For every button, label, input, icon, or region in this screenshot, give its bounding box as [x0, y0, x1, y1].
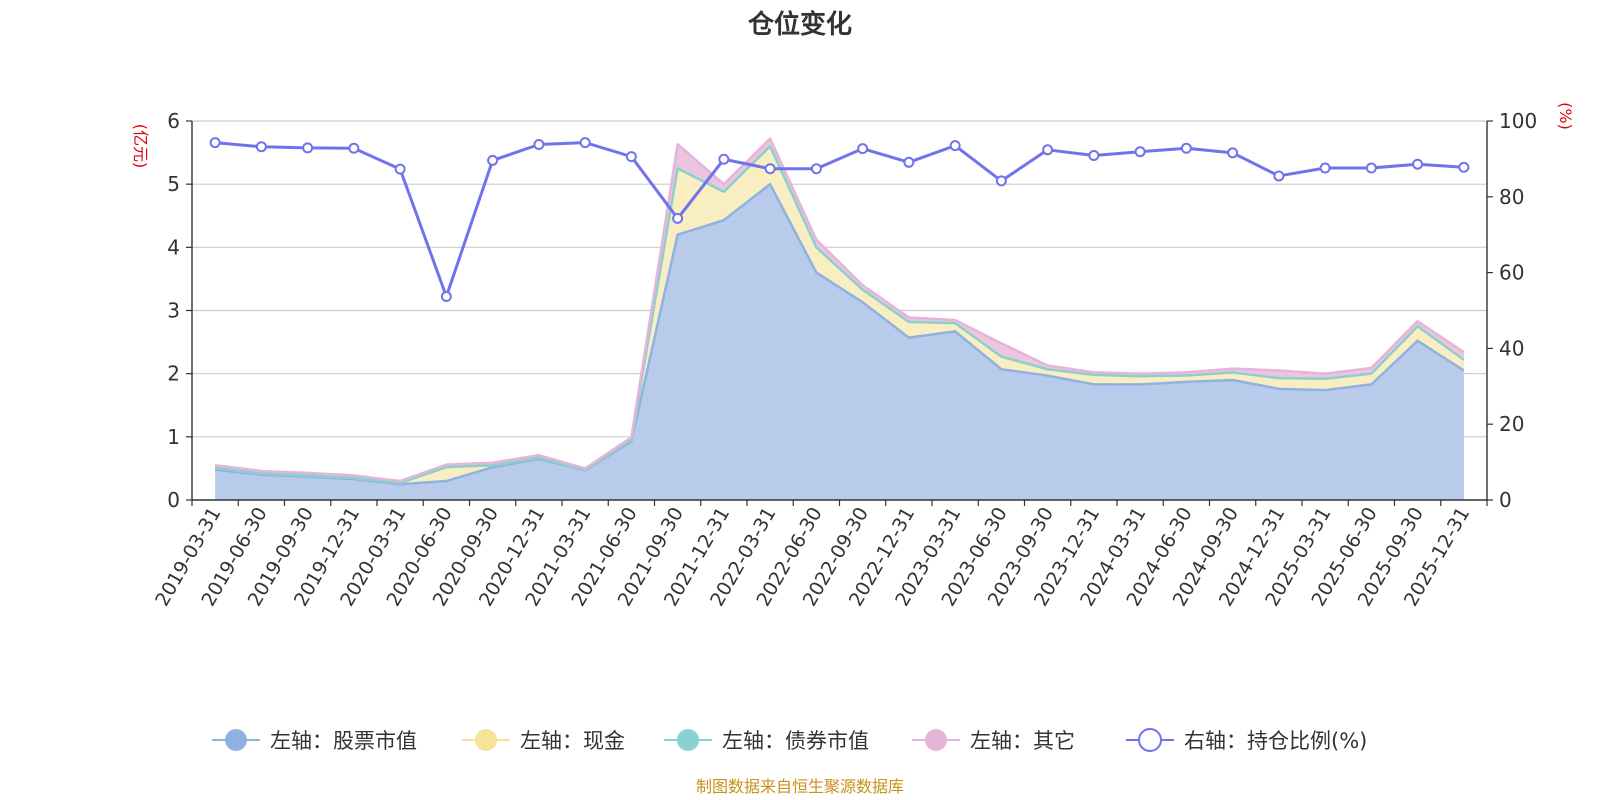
legend-label: 右轴：持仓比例(%) [1184, 729, 1367, 753]
holding-ratio-series [209, 137, 1470, 302]
legend-item[interactable]: 左轴：股票市值 [212, 729, 417, 753]
left-tick-label: 5 [167, 172, 180, 196]
legend-marker [1138, 728, 1162, 752]
chart-title: 仓位变化 [747, 9, 852, 40]
right-tick-label: 60 [1499, 261, 1524, 285]
area-edge-line [214, 145, 1465, 485]
legend-marker [925, 729, 947, 751]
legend-label: 左轴：债券市值 [722, 729, 869, 753]
stacked-areas [214, 137, 1465, 501]
holding-ratio-point[interactable] [487, 154, 499, 166]
legend-label: 左轴：股票市值 [270, 729, 417, 753]
holding-ratio-point[interactable] [718, 153, 730, 165]
holding-ratio-line [214, 141, 1464, 298]
holding-ratio-point[interactable] [440, 290, 452, 302]
holding-ratio-point[interactable] [1319, 162, 1331, 174]
legend-marker [677, 729, 699, 751]
holding-ratio-point[interactable] [1227, 147, 1239, 159]
holding-ratio-point[interactable] [1042, 144, 1054, 156]
holding-ratio-point[interactable] [625, 151, 637, 163]
holding-ratio-point[interactable] [903, 156, 915, 168]
area-fill [215, 184, 1464, 500]
left-axis-unit: (亿元) [131, 124, 150, 169]
legend-item[interactable]: 右轴：持仓比例(%) [1126, 728, 1367, 753]
holding-ratio-point[interactable] [255, 141, 267, 153]
holding-ratio-point[interactable] [394, 163, 406, 175]
holding-ratio-point[interactable] [348, 142, 360, 154]
holding-ratio-point[interactable] [1088, 149, 1100, 161]
right-tick-label: 20 [1499, 412, 1524, 436]
holding-ratio-point[interactable] [302, 142, 314, 154]
holding-ratio-point[interactable] [1458, 161, 1470, 173]
right-tick-label: 80 [1499, 185, 1524, 209]
legend-item[interactable]: 左轴：其它 [912, 729, 1075, 753]
holding-ratio-point[interactable] [209, 137, 221, 149]
holding-ratio-point[interactable] [1273, 170, 1285, 182]
legend-marker [225, 729, 247, 751]
holding-ratio-point[interactable] [672, 212, 684, 224]
holding-ratio-point[interactable] [1134, 146, 1146, 158]
holding-ratio-point[interactable] [810, 163, 822, 175]
left-tick-label: 3 [167, 299, 180, 323]
area-edge-line [214, 137, 1465, 483]
left-tick-label: 1 [167, 425, 180, 449]
holding-ratio-point[interactable] [579, 137, 591, 149]
holding-ratio-point[interactable] [995, 175, 1007, 187]
holding-ratio-point[interactable] [1412, 158, 1424, 170]
holding-ratio-point[interactable] [764, 163, 776, 175]
left-tick-label: 6 [167, 109, 180, 133]
legend-label: 左轴：其它 [970, 729, 1075, 753]
holding-ratio-point[interactable] [857, 143, 869, 155]
holding-ratio-point[interactable] [1365, 162, 1377, 174]
legend-label: 左轴：现金 [520, 729, 625, 753]
source-note: 制图数据来自恒生聚源数据库 [696, 777, 904, 796]
holding-ratio-point[interactable] [949, 140, 961, 152]
legend-item[interactable]: 左轴：债券市值 [664, 729, 869, 753]
legend-marker [475, 729, 497, 751]
right-tick-label: 0 [1499, 488, 1512, 512]
legend-item[interactable]: 左轴：现金 [462, 729, 625, 753]
left-tick-label: 2 [167, 362, 180, 386]
right-tick-label: 40 [1499, 336, 1524, 360]
right-axis-unit: (%) [1556, 102, 1575, 130]
holding-ratio-point[interactable] [533, 138, 545, 150]
legend: 左轴：股票市值 左轴：现金 左轴：债券市值 左轴：其它 右轴：持仓比例(%) [212, 728, 1367, 753]
left-tick-label: 4 [167, 235, 180, 259]
left-tick-label: 0 [167, 488, 180, 512]
right-tick-label: 100 [1499, 109, 1537, 133]
area-edge-line [214, 182, 1465, 486]
holding-ratio-point[interactable] [1180, 142, 1192, 154]
